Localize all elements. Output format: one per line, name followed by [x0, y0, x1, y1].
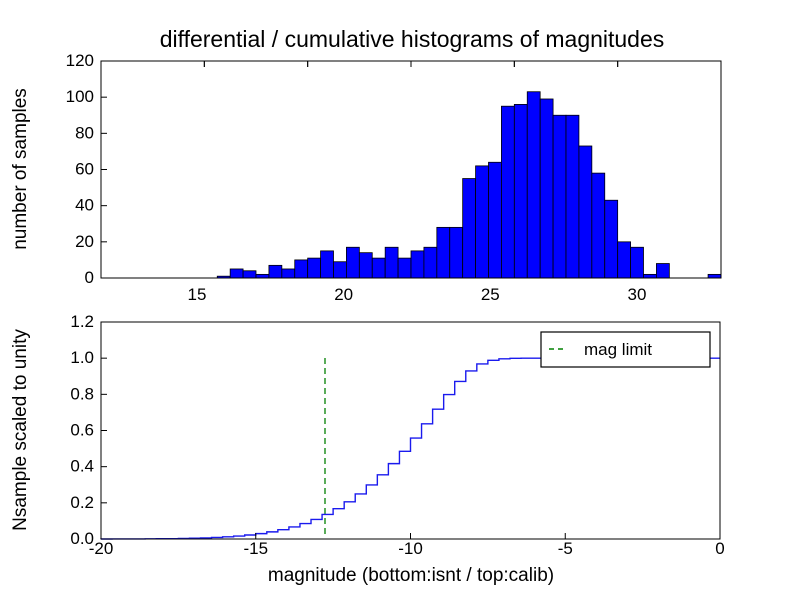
svg-text:-5: -5 [558, 539, 573, 558]
svg-text:0.8: 0.8 [70, 384, 94, 403]
svg-text:magnitude (bottom:isnt / top:c: magnitude (bottom:isnt / top:calib) [268, 565, 554, 586]
svg-text:20: 20 [334, 285, 353, 304]
svg-text:120: 120 [66, 51, 94, 70]
svg-text:-20: -20 [89, 539, 114, 558]
svg-text:40: 40 [75, 196, 94, 215]
svg-text:Nsample scaled to unity: Nsample scaled to unity [10, 329, 31, 531]
svg-text:0.4: 0.4 [70, 457, 94, 476]
svg-text:30: 30 [627, 285, 646, 304]
svg-text:number of samples: number of samples [10, 88, 31, 250]
svg-text:20: 20 [75, 232, 94, 251]
svg-text:-10: -10 [398, 539, 423, 558]
svg-text:60: 60 [75, 160, 94, 179]
svg-text:25: 25 [481, 285, 500, 304]
svg-text:80: 80 [75, 123, 94, 142]
svg-text:1.2: 1.2 [70, 312, 94, 331]
svg-text:0.6: 0.6 [70, 421, 94, 440]
svg-text:0: 0 [715, 539, 724, 558]
svg-text:0: 0 [85, 268, 94, 287]
svg-text:15: 15 [188, 285, 207, 304]
svg-text:-15: -15 [243, 539, 268, 558]
svg-text:mag limit: mag limit [584, 340, 652, 359]
svg-text:0.2: 0.2 [70, 493, 94, 512]
svg-text:1.0: 1.0 [70, 348, 94, 367]
svg-text:100: 100 [66, 87, 94, 106]
svg-text:differential / cumulative hist: differential / cumulative histograms of … [160, 26, 665, 52]
